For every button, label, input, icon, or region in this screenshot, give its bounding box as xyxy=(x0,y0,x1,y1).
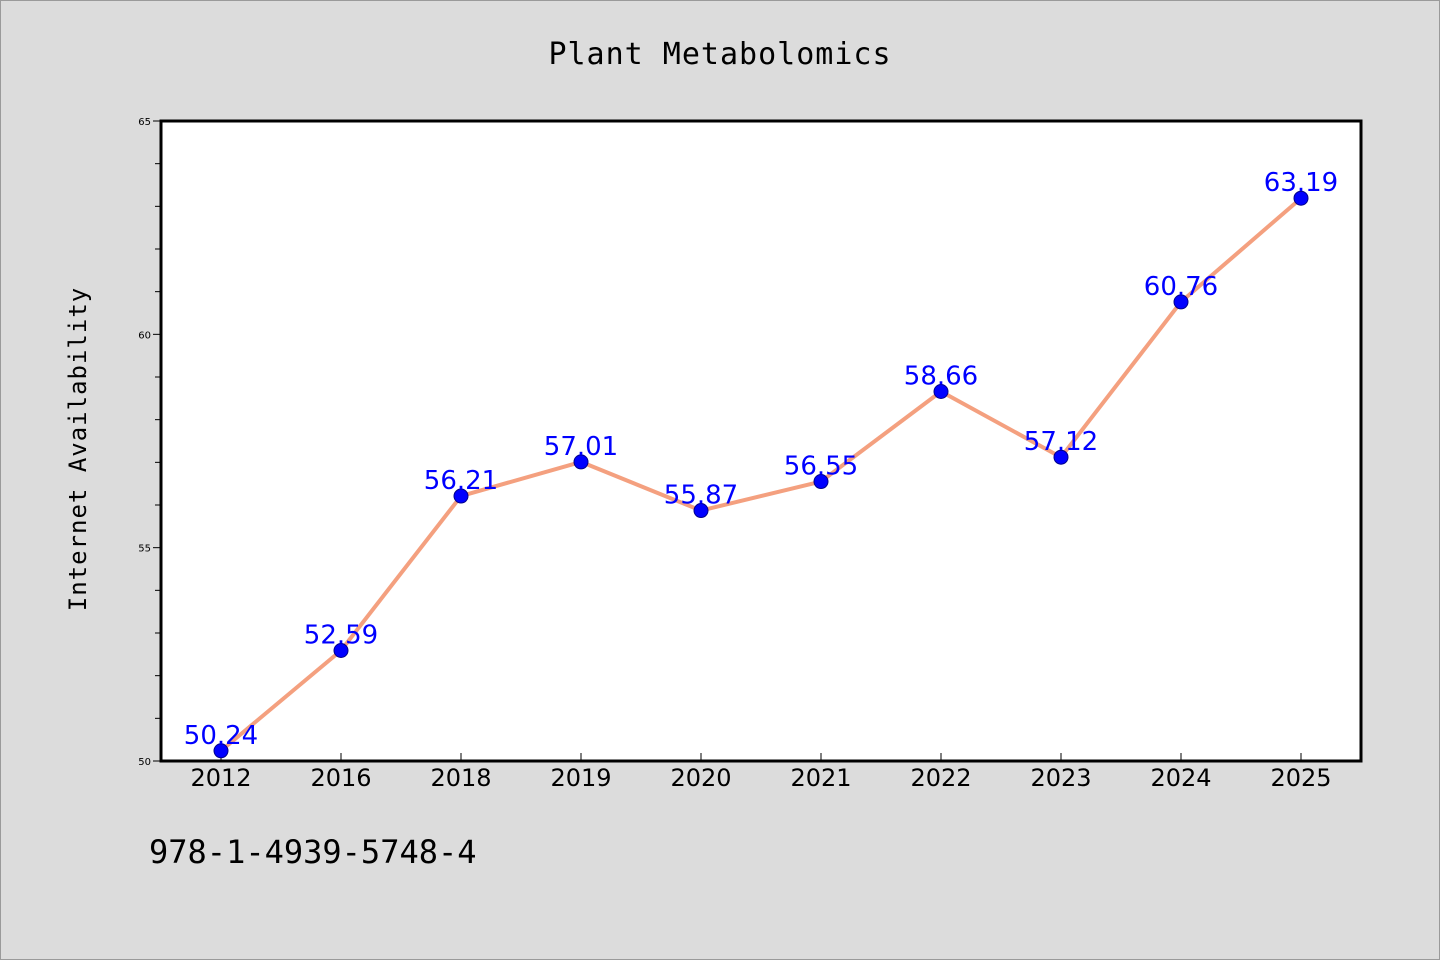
x-tick-label: 2025 xyxy=(1270,764,1331,792)
data-label: 60.76 xyxy=(1144,272,1218,302)
data-point xyxy=(1173,294,1189,310)
data-point xyxy=(693,503,709,519)
y-tick-label: 65 xyxy=(138,117,151,128)
data-label: 57.12 xyxy=(1024,427,1098,457)
x-tick-label: 2022 xyxy=(910,764,971,792)
data-point xyxy=(1293,190,1309,206)
chart-title: Plant Metabolomics xyxy=(548,37,891,72)
x-tick-label: 2024 xyxy=(1150,764,1211,792)
data-point xyxy=(1053,449,1069,465)
data-label: 56.55 xyxy=(784,452,858,482)
y-axis-label: Internet Availability xyxy=(64,287,92,611)
y-tick-label: 60 xyxy=(138,330,151,341)
data-point xyxy=(333,642,349,658)
series-line xyxy=(219,196,1303,753)
x-tick-label: 2016 xyxy=(310,764,371,792)
data-labels: 50.24 52.59 56.21 57.01 55.87 56.55 58.66 57.12… xyxy=(184,168,1338,751)
series-points xyxy=(213,190,1309,759)
data-label: 50.24 xyxy=(184,721,258,751)
y-axis-ticks: 50 55 60 65 xyxy=(138,117,161,768)
y-tick-label: 50 xyxy=(138,757,151,768)
data-label: 58.66 xyxy=(904,362,978,392)
data-label: 57.01 xyxy=(544,432,618,462)
data-point xyxy=(813,474,829,490)
x-axis-ticks: 2012 2016 2018 2019 2020 2021 2022 2023 2024 2025 xyxy=(190,753,1332,792)
x-tick-label: 2021 xyxy=(790,764,851,792)
data-point xyxy=(213,743,229,759)
x-tick-label: 2020 xyxy=(670,764,731,792)
x-tick-label: 2019 xyxy=(550,764,611,792)
x-tick-label: 2012 xyxy=(190,764,251,792)
series-lines xyxy=(219,196,1303,753)
data-point xyxy=(453,488,469,504)
data-label: 52.59 xyxy=(304,620,378,650)
x-tick-label: 2023 xyxy=(1030,764,1091,792)
data-point xyxy=(573,454,589,470)
x-tick-label: 2018 xyxy=(430,764,491,792)
plot-area xyxy=(159,119,1363,763)
data-label: 55.87 xyxy=(664,481,738,511)
data-point xyxy=(933,384,949,400)
data-label: 56.21 xyxy=(424,466,498,496)
y-tick-label: 55 xyxy=(138,544,151,555)
isbn-code: 978-1-4939-5748-4 xyxy=(149,833,477,871)
data-label: 63.19 xyxy=(1264,168,1338,198)
